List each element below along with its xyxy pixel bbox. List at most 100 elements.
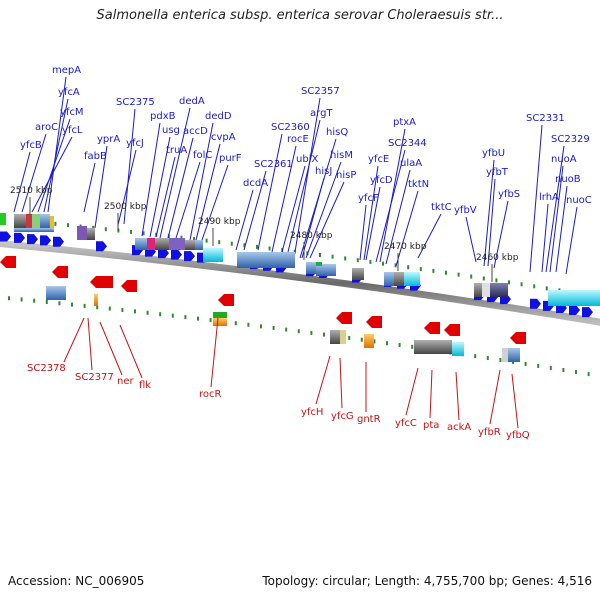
gene-label-yfcG: yfcG — [331, 411, 354, 422]
forward-gene-arrow — [0, 231, 11, 242]
tick-dot — [533, 284, 536, 289]
feature-box — [185, 240, 195, 250]
forward-gene-leader-line — [21, 133, 47, 213]
gene-label-SC2361: SC2361 — [254, 159, 293, 170]
tick-dot — [45, 299, 48, 304]
forward-gene-leader-line — [83, 162, 96, 213]
gene-label-hisM: hisM — [330, 150, 353, 161]
tick-dot — [205, 238, 208, 243]
tick-dot — [549, 365, 552, 370]
tick-dot — [285, 327, 288, 332]
tick-dot — [33, 298, 36, 303]
gene-label-rocE: rocE — [287, 134, 309, 145]
gene-label-lrhA: lrhA — [539, 192, 559, 203]
tick-dot — [134, 309, 136, 314]
reverse-gene-leader-line — [87, 317, 93, 371]
tick-dot — [83, 303, 86, 308]
reverse-gene-leader-line — [511, 373, 519, 429]
forward-gene-leader-line — [555, 185, 568, 273]
feature-box — [316, 264, 336, 276]
gene-label-aroC: aroC — [35, 122, 58, 133]
feature-box — [213, 312, 227, 318]
gene-label-SC2378: SC2378 — [27, 363, 66, 374]
feature-box — [384, 272, 394, 286]
reverse-gene-arrow — [444, 324, 460, 336]
tick-dot — [520, 282, 523, 287]
feature-box — [237, 252, 295, 268]
gene-label-yfbT: yfbT — [486, 167, 509, 178]
tick-dot — [470, 274, 473, 279]
tick-dot — [230, 241, 233, 246]
gene-label-flk: flk — [139, 380, 151, 391]
forward-gene-leader-line — [175, 161, 201, 239]
tick-dot — [310, 330, 313, 335]
gene-label-ulaA: ulaA — [400, 158, 422, 169]
gene-label-dedA: dedA — [179, 96, 205, 107]
gene-label-mepA: mepA — [52, 65, 81, 76]
gene-label-nuoC: nuoC — [566, 195, 592, 206]
reverse-strand-arrows — [0, 256, 526, 344]
tick-dot — [524, 361, 527, 366]
feature-box — [155, 238, 169, 250]
tick-dot — [184, 315, 187, 320]
feature-box — [414, 340, 432, 354]
reverse-gene-leader-line — [405, 367, 419, 416]
tick-2480-label: 2480 kbp — [290, 231, 333, 241]
reverse-gene-arrow — [510, 332, 526, 344]
gene-label-ner: ner — [117, 376, 134, 387]
reverse-gene-leader-line — [489, 369, 501, 425]
feature-box — [502, 348, 508, 362]
reverse-gene-arrow — [0, 256, 16, 268]
feature-box — [203, 248, 223, 262]
forward-gene-leader-line — [565, 206, 578, 275]
gene-label-ptxA: ptxA — [393, 117, 416, 128]
tick-dot — [209, 318, 212, 323]
gene-label-nuoB: nuoB — [555, 174, 581, 185]
tick-dot — [142, 231, 145, 236]
feature-box — [330, 330, 340, 344]
tick-dot — [360, 337, 363, 342]
gene-label-SC2360: SC2360 — [271, 122, 310, 133]
tick-dot — [331, 254, 334, 259]
forward-gene-leader-line — [257, 133, 283, 251]
gene-label-yfbQ: yfbQ — [506, 430, 530, 441]
tick-dot — [71, 302, 73, 307]
tick-dot — [171, 313, 174, 318]
forward-gene-arrow — [184, 251, 195, 262]
tick-dot — [193, 237, 195, 242]
tick-dot — [247, 322, 250, 327]
tick-dot — [260, 324, 262, 329]
tick-dot — [130, 229, 132, 234]
tick-dot — [495, 278, 498, 283]
feature-box — [482, 283, 490, 297]
gene-label-yfbU: yfbU — [482, 148, 505, 159]
forward-gene-leader-line — [294, 97, 321, 253]
gene-label-SC2357: SC2357 — [301, 86, 340, 97]
forward-gene-arrow — [171, 249, 182, 260]
forward-gene-leader-line — [271, 145, 297, 253]
gene-label-yfcB: yfcB — [20, 140, 42, 151]
feature-box — [316, 262, 322, 266]
feature-box — [213, 318, 227, 326]
tick-dot — [344, 256, 347, 261]
tick-dot — [587, 372, 590, 377]
tick-dot — [121, 307, 124, 312]
tick-2460-label: 2460 kbp — [476, 253, 519, 263]
tick-dot — [180, 235, 183, 240]
forward-gene-arrow — [27, 234, 38, 245]
tick-dot — [67, 223, 69, 228]
tick-dot — [499, 358, 502, 363]
tick-dot — [20, 297, 23, 302]
feature-box — [169, 238, 185, 250]
forward-gene-leader-line — [47, 76, 67, 213]
forward-gene-leader-line — [487, 178, 496, 267]
gene-label-yfcE: yfcE — [368, 154, 389, 165]
feature-box — [394, 272, 404, 286]
forward-gene-leader-line — [309, 181, 345, 259]
forward-gene-leader-line — [141, 122, 161, 237]
forward-gene-leader-line — [385, 169, 411, 265]
feature-box — [352, 268, 364, 280]
tick-dot — [323, 332, 325, 337]
feature-box — [508, 348, 520, 362]
tick-dot — [457, 272, 460, 277]
